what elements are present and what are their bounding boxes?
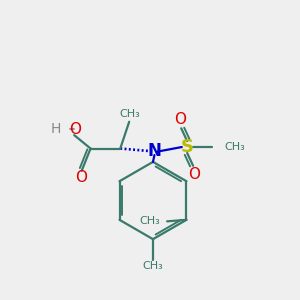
Text: O: O	[69, 122, 81, 137]
Text: O: O	[189, 167, 201, 182]
Text: H: H	[50, 122, 61, 136]
Text: O: O	[75, 170, 87, 185]
Text: N: N	[148, 142, 161, 160]
Text: CH₃: CH₃	[140, 216, 160, 226]
Text: S: S	[181, 138, 194, 156]
Text: CH₃: CH₃	[119, 109, 140, 119]
Text: CH₃: CH₃	[224, 142, 245, 152]
Text: O: O	[174, 112, 186, 127]
Text: CH₃: CH₃	[142, 261, 163, 271]
